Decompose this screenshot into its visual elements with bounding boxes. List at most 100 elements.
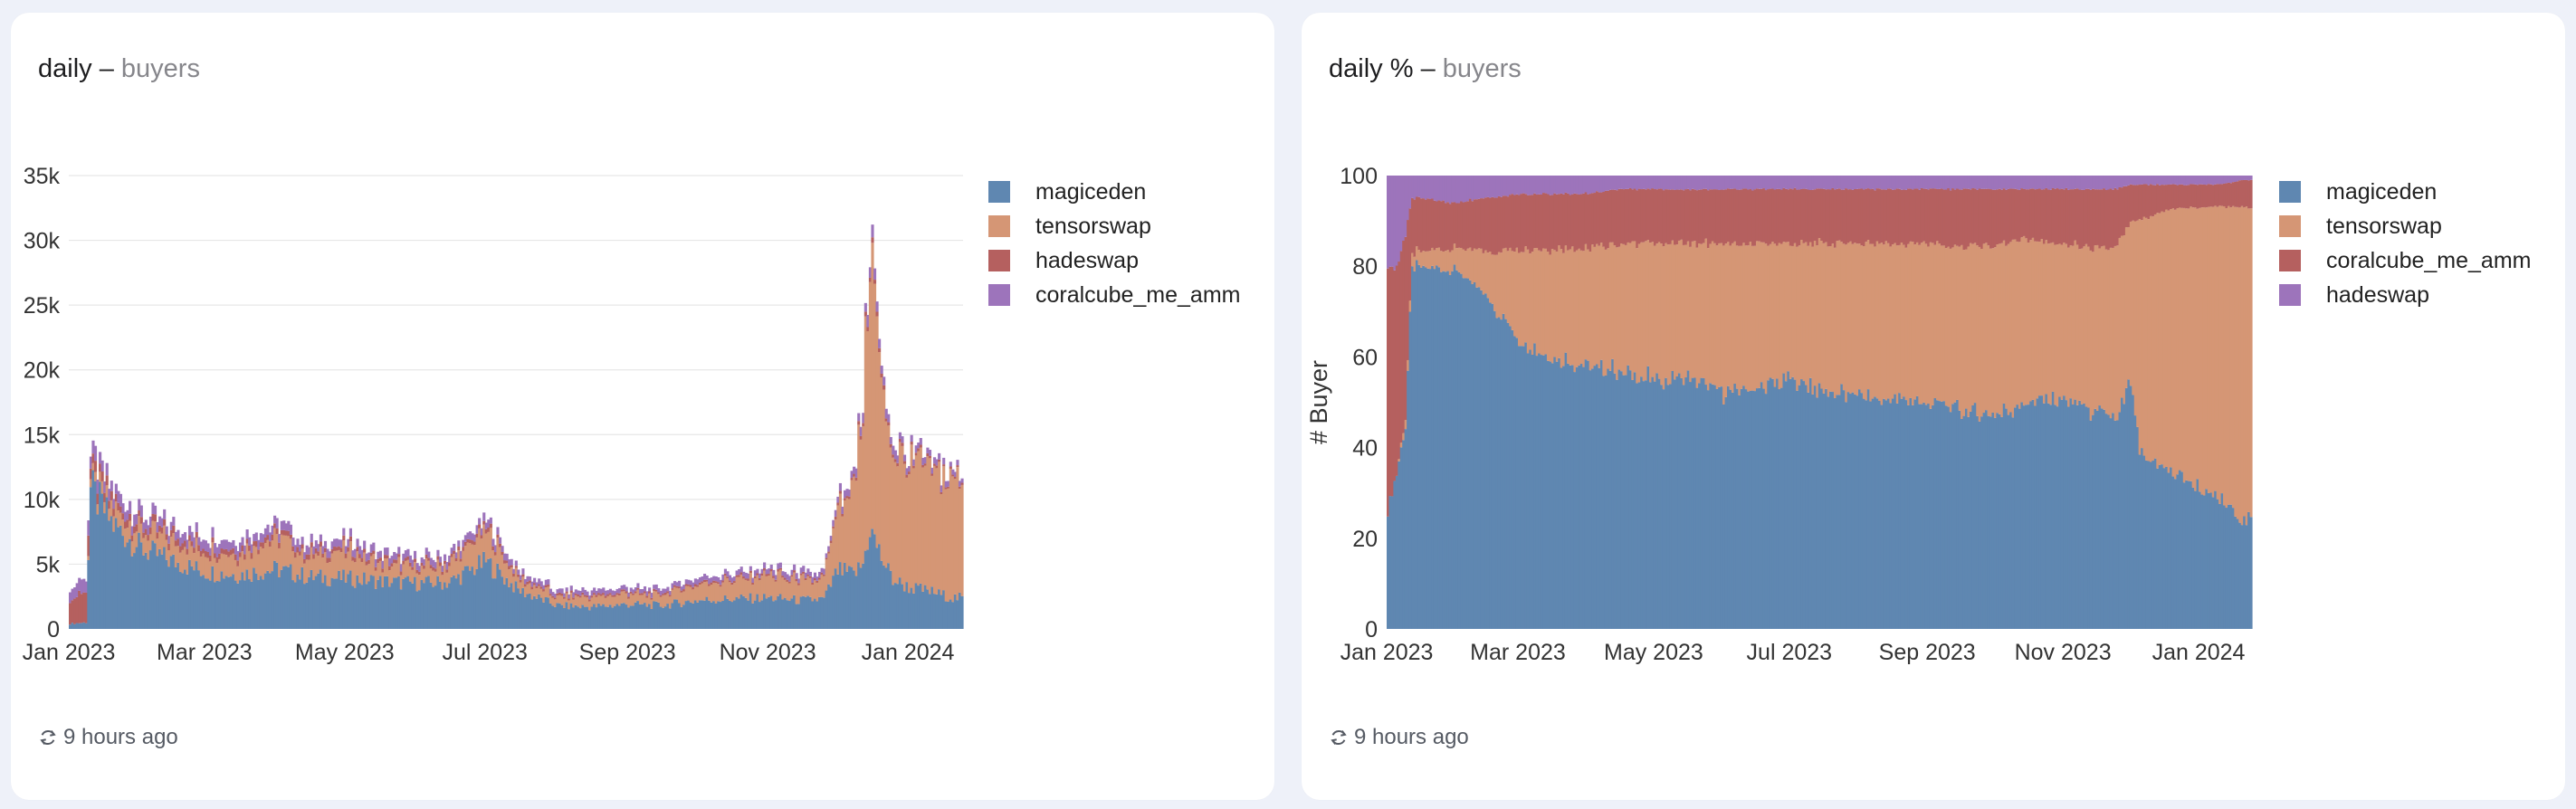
- legend-label: magiceden: [1035, 179, 1146, 205]
- bar-coralcube_me_amm: [158, 516, 162, 526]
- bar-hadeswap: [1468, 176, 1472, 199]
- bar-tensorswap: [880, 377, 883, 561]
- legend-item-tensorswap[interactable]: tensorswap: [988, 214, 1151, 239]
- bar-magiceden: [193, 570, 196, 629]
- legend-item-tensorswap[interactable]: tensorswap: [2279, 214, 2442, 239]
- bar-coralcube_me_amm: [241, 537, 244, 546]
- bar-magiceden: [2005, 408, 2008, 629]
- bar-coralcube_me_amm: [2216, 184, 2219, 207]
- bar-tensorswap: [701, 583, 704, 601]
- legend-item-magiceden[interactable]: magiceden: [988, 179, 1146, 205]
- bar-hadeswap: [1504, 176, 1508, 196]
- bar-magiceden: [2205, 489, 2209, 629]
- bar-coralcube_me_amm: [100, 460, 104, 472]
- bar-tensorswap: [432, 570, 435, 587]
- bar-hadeswap: [678, 586, 682, 589]
- bar-coralcube_me_amm: [238, 542, 243, 553]
- bar-magiceden: [2231, 508, 2235, 629]
- legend-item-hadeswap[interactable]: hadeswap: [988, 248, 1139, 273]
- bar-magiceden: [1922, 402, 1926, 629]
- legend-item-magiceden[interactable]: magiceden: [2279, 179, 2437, 205]
- bar-coralcube_me_amm: [484, 522, 488, 529]
- bar-tensorswap: [1967, 246, 1970, 417]
- bar-coralcube_me_amm: [1942, 189, 1946, 246]
- bar-magiceden: [1395, 475, 1398, 629]
- bar-tensorswap: [549, 595, 552, 604]
- bar-tensorswap: [436, 559, 440, 576]
- bar-magiceden: [547, 597, 550, 629]
- bar-magiceden: [873, 534, 877, 629]
- bar-coralcube_me_amm: [2067, 189, 2071, 248]
- bar-hadeswap: [583, 595, 587, 597]
- bar-magiceden: [87, 559, 91, 629]
- bar-coralcube_me_amm: [278, 534, 281, 543]
- bar-coralcube_me_amm: [2087, 188, 2091, 247]
- bar-tensorswap: [480, 538, 483, 568]
- legend[interactable]: magiceden tensorswap hadeswap coralcube_me_…: [988, 179, 1241, 308]
- bar-hadeswap: [1851, 176, 1855, 190]
- bar-coralcube_me_amm: [1924, 188, 1928, 244]
- bar-tensorswap: [423, 568, 426, 584]
- bar-hadeswap: [144, 528, 148, 536]
- bar-tensorswap: [816, 582, 819, 602]
- bar-tensorswap: [1875, 241, 1879, 399]
- bar-hadeswap: [908, 471, 911, 475]
- bar-tensorswap: [314, 553, 318, 576]
- bar-coralcube_me_amm: [1524, 194, 1528, 247]
- bar-coralcube_me_amm: [1865, 188, 1868, 243]
- bar-magiceden: [1932, 404, 1935, 629]
- bar-tensorswap: [165, 539, 168, 560]
- bar-magiceden: [1437, 267, 1441, 629]
- bar-hadeswap: [2116, 176, 2120, 190]
- bar-coralcube_me_amm: [2031, 188, 2035, 238]
- bar-hadeswap: [1674, 176, 1677, 190]
- bar-coralcube_me_amm: [1471, 201, 1474, 252]
- bar-magiceden: [1894, 394, 1897, 629]
- bar-magiceden: [1755, 388, 1760, 629]
- bar-magiceden: [1446, 271, 1450, 629]
- bar-coralcube_me_amm: [1651, 188, 1655, 243]
- bar-magiceden: [778, 594, 782, 629]
- bar-magiceden: [2223, 505, 2227, 629]
- bar-hadeswap: [572, 597, 576, 600]
- bar-magiceden: [218, 581, 222, 629]
- bar-tensorswap: [2191, 207, 2195, 488]
- legend[interactable]: magiceden tensorswap coralcube_me_ammhades…: [2279, 179, 2532, 308]
- bar-hadeswap: [2202, 176, 2206, 186]
- bar-tensorswap: [257, 554, 261, 580]
- bar-tensorswap: [2178, 207, 2181, 471]
- bar-hadeswap: [793, 570, 797, 573]
- bar-tensorswap: [1648, 243, 1653, 383]
- bar-magiceden: [857, 562, 861, 629]
- bar-tensorswap: [1796, 246, 1799, 391]
- bar-magiceden: [1637, 382, 1641, 629]
- bar-tensorswap: [542, 591, 546, 603]
- legend-item-hadeswap[interactable]: hadeswap: [2279, 282, 2429, 308]
- bar-coralcube_me_amm: [902, 454, 907, 462]
- bar-tensorswap: [1489, 252, 1493, 303]
- legend-item-coralcube_me_amm[interactable]: coralcube_me_amm: [2279, 248, 2532, 273]
- bar-tensorswap: [1980, 249, 1984, 417]
- bar-tensorswap: [841, 516, 844, 576]
- y-tick-label: 20k: [24, 358, 61, 384]
- legend-item-coralcube_me_amm[interactable]: coralcube_me_amm: [988, 282, 1241, 308]
- bar-tensorswap: [333, 550, 337, 579]
- bar-coralcube_me_amm: [1417, 196, 1421, 251]
- bar-coralcube_me_amm: [565, 587, 568, 592]
- bar-tensorswap: [498, 547, 502, 570]
- bar-coralcube_me_amm: [1895, 188, 1899, 246]
- bar-coralcube_me_amm: [1520, 194, 1523, 252]
- bar-coralcube_me_amm: [2167, 184, 2171, 211]
- bar-hadeswap: [214, 553, 217, 558]
- bar-magiceden: [314, 576, 318, 629]
- bar-hadeswap: [2138, 176, 2142, 186]
- bar-coralcube_me_amm: [1822, 188, 1826, 243]
- bar-coralcube_me_amm: [1900, 189, 1903, 243]
- bar-magiceden: [787, 601, 792, 629]
- bar-hadeswap: [2196, 176, 2199, 186]
- bar-coralcube_me_amm: [108, 489, 111, 501]
- bar-hadeswap: [271, 534, 274, 541]
- bar-hadeswap: [1895, 176, 1899, 189]
